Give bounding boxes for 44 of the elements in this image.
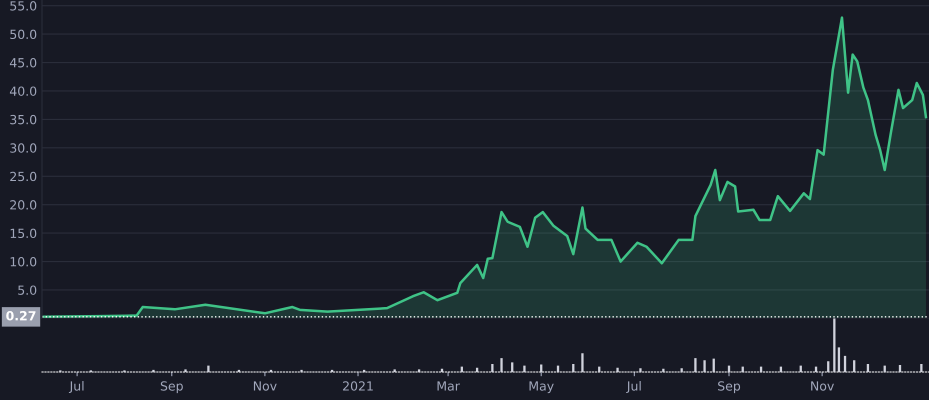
bar <box>662 368 665 372</box>
x-tick-label: Nov <box>811 381 834 391</box>
bar <box>814 366 818 372</box>
bar <box>833 318 836 372</box>
bar <box>616 368 619 372</box>
y-tick-label: 30.0 <box>10 143 36 153</box>
bar <box>394 369 396 372</box>
bar <box>742 366 744 372</box>
x-tick-label: Sep <box>718 381 740 394</box>
bar <box>476 368 478 372</box>
bar <box>920 364 923 372</box>
y-tick-label: 10.0 <box>10 257 36 266</box>
x-tick-label: 2021 <box>343 381 373 391</box>
ref-line-label: 0.27 <box>6 311 36 320</box>
y-tick-label: 35.0 <box>10 114 36 124</box>
bar <box>639 368 642 372</box>
bar <box>712 358 715 372</box>
y-tick-label: 15.0 <box>10 228 36 238</box>
bar <box>884 366 886 372</box>
bar <box>572 364 574 372</box>
bar <box>827 361 830 372</box>
y-tick-label: 45.0 <box>10 58 36 68</box>
y-tick-label: 40.0 <box>10 86 36 96</box>
y-tick-label: 5.0 <box>18 285 36 295</box>
bar <box>680 368 683 372</box>
y-tick-label: 25.0 <box>10 172 36 182</box>
bar <box>540 364 542 372</box>
x-tick-label: Nov <box>254 381 277 391</box>
bar <box>598 366 600 372</box>
bar <box>780 366 782 372</box>
y-tick-label: 20.0 <box>10 200 36 210</box>
x-tick-label: Mar <box>438 381 460 391</box>
bar <box>460 366 463 372</box>
bar <box>511 362 514 372</box>
bar <box>853 360 856 372</box>
bar <box>800 366 802 372</box>
bar <box>491 364 494 372</box>
x-tick-label: Sep <box>160 381 183 394</box>
x-tick-label: May <box>530 381 554 394</box>
x-tick-label: Jul <box>68 381 84 394</box>
y-tick-label: 50.0 <box>10 30 36 40</box>
x-tick-label: Jul <box>626 381 641 394</box>
bar <box>760 366 762 372</box>
y-tick-label: 55.0 <box>10 1 36 11</box>
